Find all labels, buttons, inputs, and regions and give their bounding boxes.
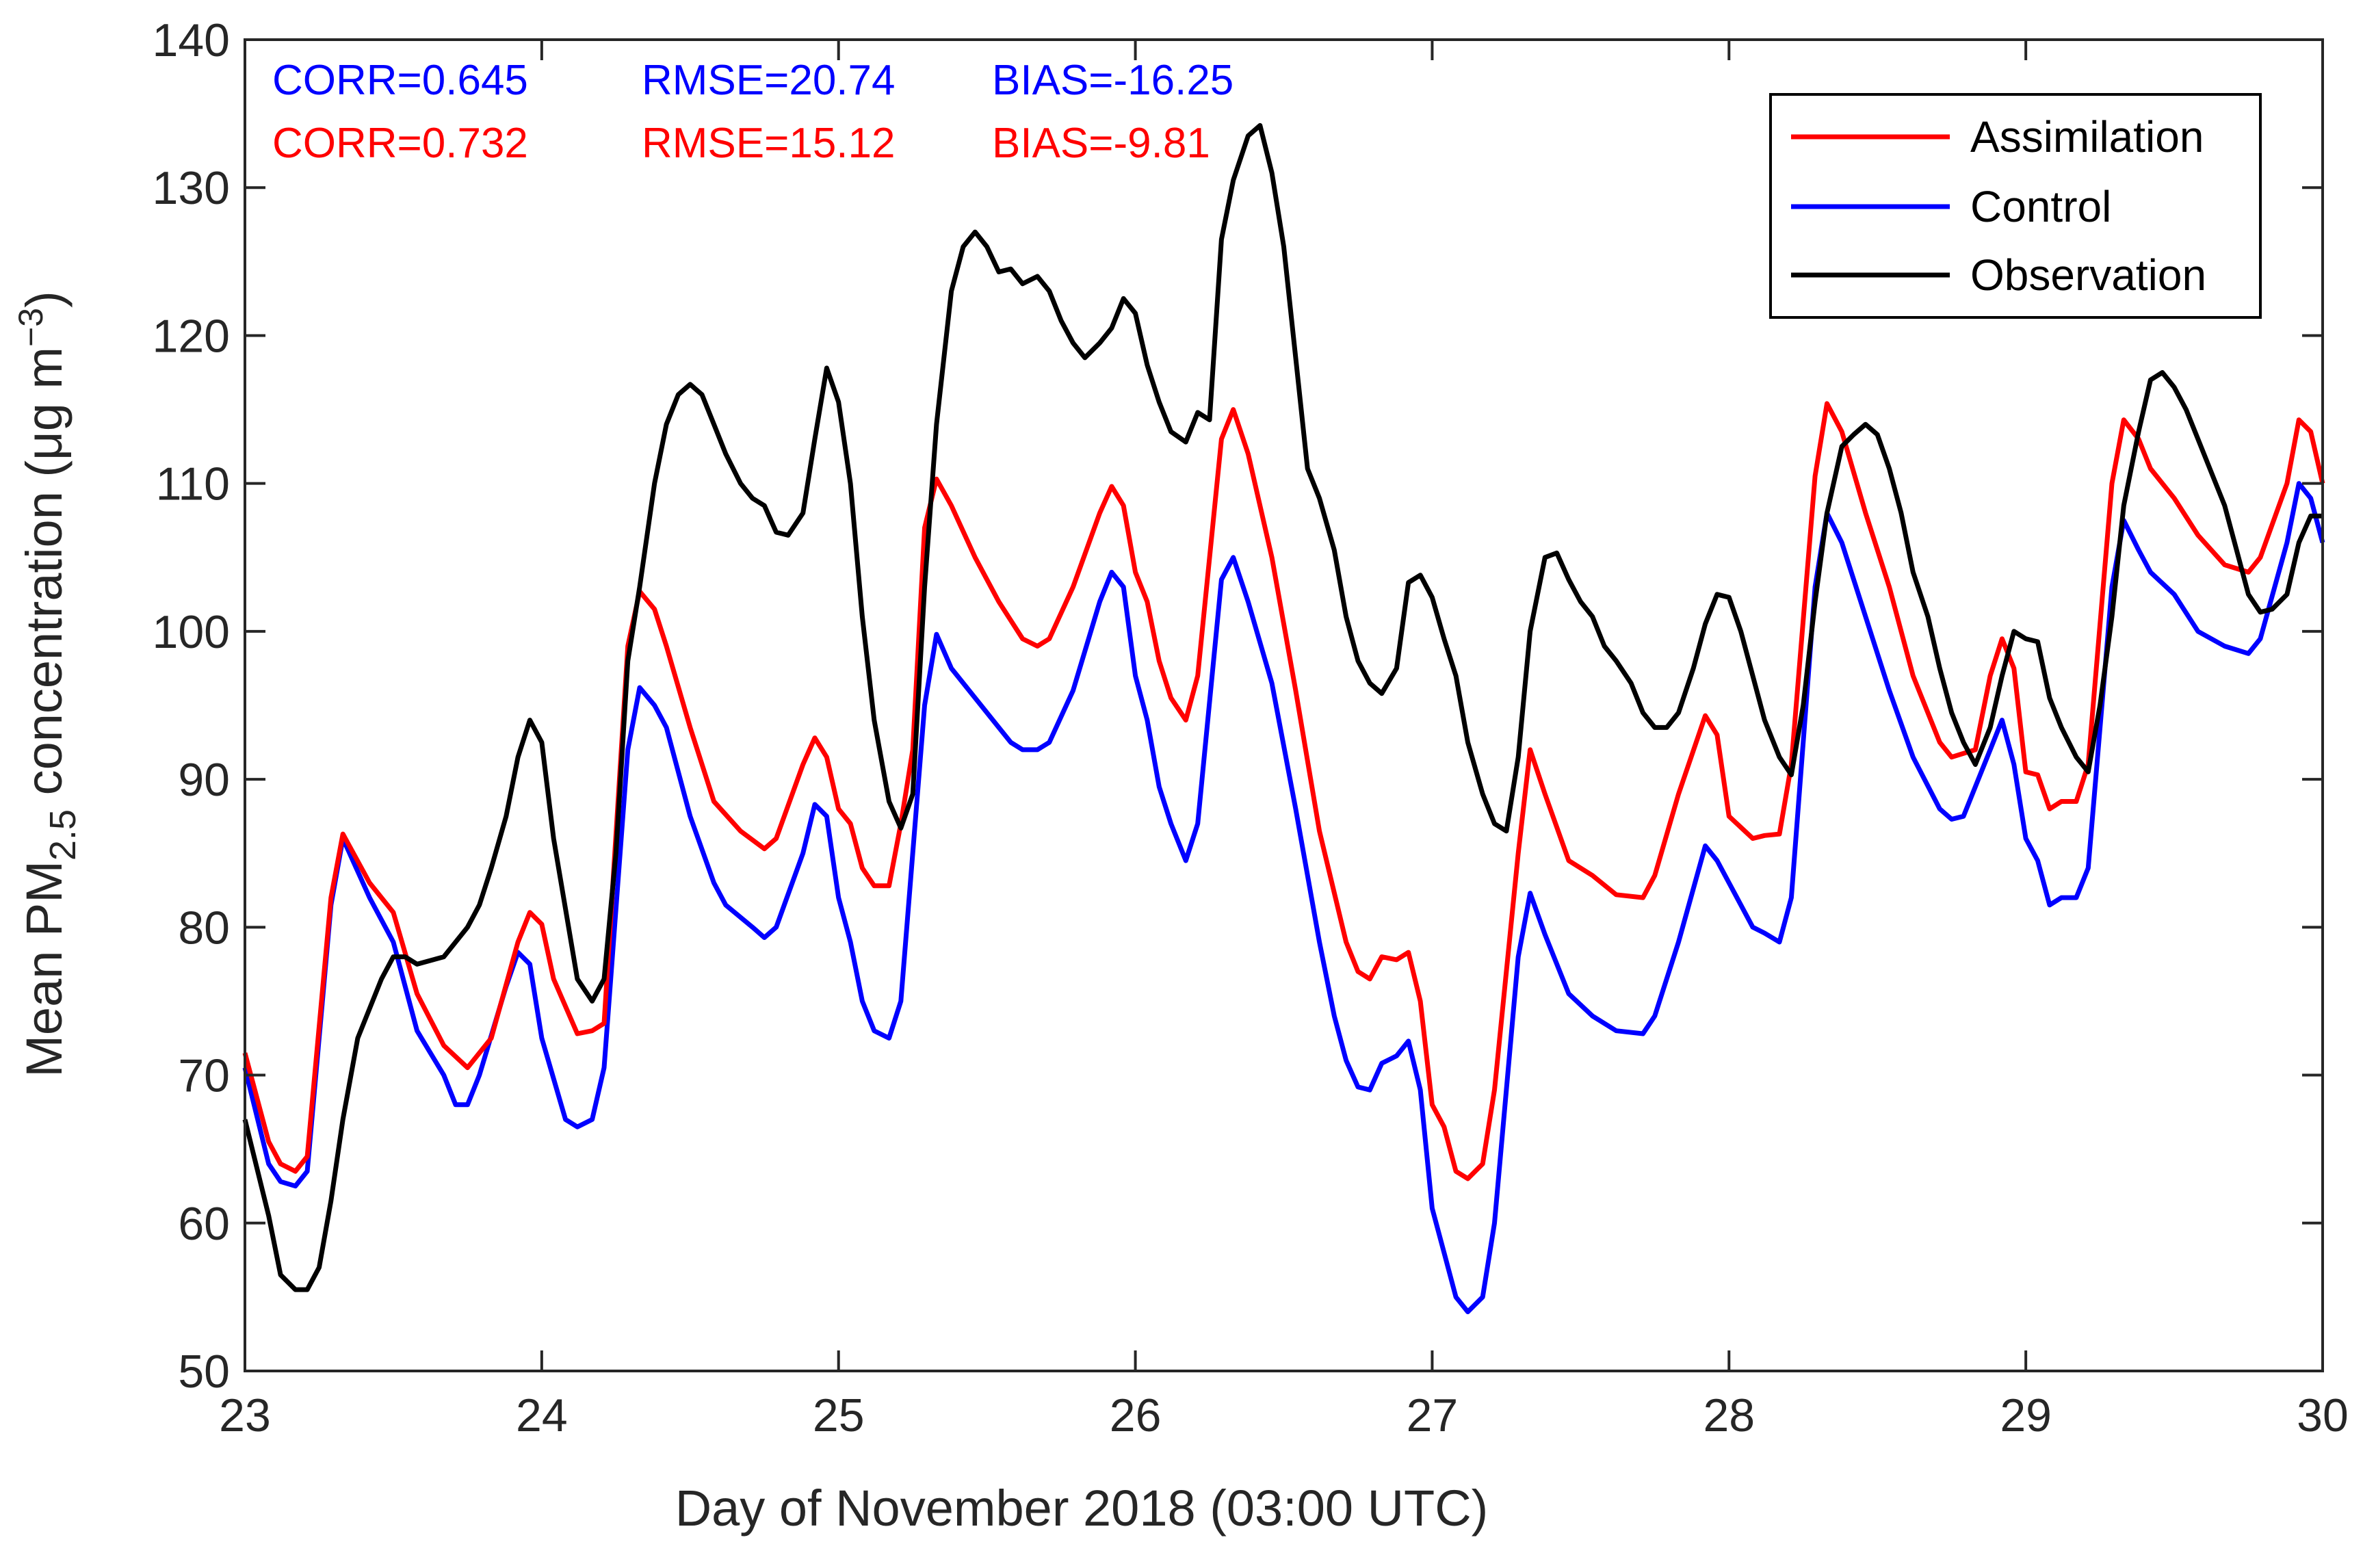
y-axis-label-subscript: 2.5 [42, 809, 83, 861]
x-axis-label: Day of November 2018 (03:00 UTC) [675, 1480, 1489, 1537]
x-tick-label: 28 [1703, 1389, 1755, 1441]
axis-ticks [244, 38, 2324, 1372]
y-tick-label: 70 [178, 1050, 230, 1102]
x-tick-label: 27 [1407, 1389, 1459, 1441]
y-tick-label: 140 [153, 14, 230, 66]
legend-label-control: Control [1970, 182, 2111, 231]
tick-labels: 23 24 25 26 27 28 29 30 50 60 70 80 90 100 110 120 130 14… [153, 14, 2349, 1441]
legend: Assimilation Control Observation [1769, 93, 2262, 319]
legend-label-observation: Observation [1970, 250, 2206, 300]
control-bias-annotation: BIAS=-16.25 [992, 57, 1233, 104]
control-rmse-annotation: RMSE=20.74 [642, 57, 896, 104]
y-tick-label: 60 [178, 1198, 230, 1250]
x-tick-label: 29 [2000, 1389, 2052, 1441]
y-axis-label: Mean PM2.5 concentration (μg m−3) [12, 291, 83, 1077]
stats-annotations: CORR=0.645 RMSE=20.74 BIAS=-16.25 CORR=0… [272, 57, 1233, 167]
y-tick-label: 110 [156, 458, 230, 510]
y-tick-label: 120 [153, 310, 230, 362]
x-tick-label: 26 [1110, 1389, 1162, 1441]
y-tick-label: 100 [153, 606, 230, 658]
y-axis-label-middle: concentration (μg m [16, 347, 73, 809]
x-tick-label: 25 [813, 1389, 865, 1441]
control-corr-annotation: CORR=0.645 [272, 57, 528, 104]
assimilation-corr-annotation: CORR=0.732 [272, 120, 528, 167]
legend-label-assimilation: Assimilation [1970, 112, 2204, 161]
y-tick-label: 80 [178, 902, 230, 954]
y-tick-label: 130 [153, 162, 230, 214]
assimilation-bias-annotation: BIAS=-9.81 [992, 120, 1210, 167]
series-line-control [242, 481, 2325, 1314]
y-tick-label: 90 [178, 754, 230, 806]
x-tick-label: 30 [2297, 1389, 2349, 1441]
series-line-observation [242, 122, 2323, 1292]
series-lines [242, 122, 2325, 1314]
y-axis-label-prefix: Mean PM [16, 861, 73, 1077]
x-tick-label: 23 [219, 1389, 271, 1441]
y-tick-label: 50 [178, 1346, 230, 1398]
x-tick-label: 24 [516, 1389, 568, 1441]
assimilation-rmse-annotation: RMSE=15.12 [642, 120, 896, 167]
y-axis-label-suffix: ) [16, 291, 73, 308]
y-axis-label-superscript: −3 [12, 308, 50, 347]
plot-area-frame [244, 38, 2324, 1372]
